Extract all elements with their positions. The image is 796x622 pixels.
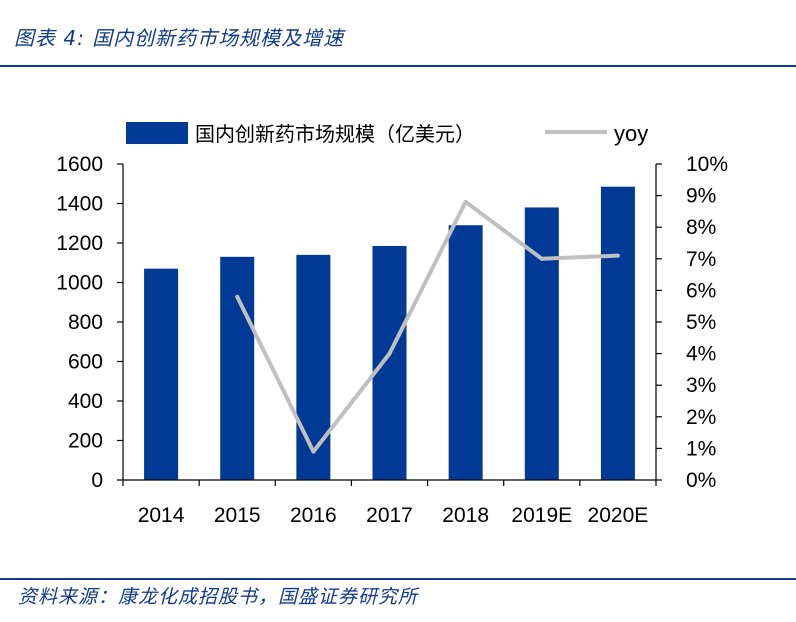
- bar-2020E: [600, 186, 635, 480]
- yoy-point-2018: [463, 199, 468, 204]
- bar-2014: [144, 268, 179, 480]
- x-tick-label: 2020E: [588, 504, 649, 527]
- y2-tick-label: 0%: [686, 469, 716, 492]
- legend-swatch-bar: [126, 122, 188, 144]
- y-tick-label: 1200: [56, 232, 103, 255]
- y2-tick-label: 10%: [686, 153, 728, 176]
- bar-2015: [220, 256, 255, 480]
- y-tick-label: 1000: [56, 272, 103, 295]
- header-rule: [0, 65, 796, 67]
- legend: 国内创新药市场规模（亿美元） yoy: [126, 121, 648, 146]
- y-tick-label: 800: [68, 311, 103, 334]
- yoy-point-2016: [311, 449, 316, 454]
- y2-tick-label: 9%: [686, 185, 716, 208]
- x-tick-label: 2019E: [511, 504, 572, 527]
- bar-2019E: [524, 207, 559, 480]
- y2-tick-label: 2%: [686, 406, 716, 429]
- source-note: 资料来源：康龙化成招股书，国盛证券研究所: [18, 586, 419, 608]
- y-tick-label: 400: [68, 390, 103, 413]
- yoy-point-2017: [387, 351, 392, 356]
- legend-label-yoy: yoy: [614, 121, 648, 146]
- x-tick-label: 2014: [138, 504, 185, 527]
- yoy-line: [235, 199, 618, 454]
- yoy-point-2020E: [615, 253, 620, 258]
- y2-tick-label: 8%: [686, 216, 716, 239]
- bar-2018: [448, 225, 483, 480]
- x-tick-label: 2016: [290, 504, 337, 527]
- y2-tick-label: 1%: [686, 437, 716, 460]
- y2-tick-label: 4%: [686, 343, 716, 366]
- x-tick-label: 2018: [442, 504, 489, 527]
- y-tick-label: 1400: [56, 193, 103, 216]
- bar-2016: [296, 254, 331, 480]
- y-tick-label: 600: [68, 351, 103, 374]
- y2-tick-label: 3%: [686, 374, 716, 397]
- plot-area: 0 200 400 600 800 1000 1200 1400 1600 0% 1% 2% 3% 4% 5…: [56, 153, 728, 527]
- y2-tick-label: 7%: [686, 248, 716, 271]
- bar-2017: [372, 245, 407, 480]
- yoy-point-2019E: [539, 256, 544, 261]
- yoy-point-2015: [235, 294, 240, 299]
- footer-rule: [0, 578, 796, 580]
- y-tick-label: 0: [91, 469, 103, 492]
- legend-label-bar: 国内创新药市场规模（亿美元）: [195, 122, 475, 146]
- y2-tick-label: 6%: [686, 279, 716, 302]
- figure-title: 图表 4: 国内创新药市场规模及增速: [14, 26, 345, 50]
- y-tick-label: 1600: [56, 153, 103, 176]
- y-tick-label: 200: [68, 430, 103, 453]
- y2-tick-label: 5%: [686, 311, 716, 334]
- x-tick-label: 2015: [214, 504, 261, 527]
- x-tick-label: 2017: [366, 504, 413, 527]
